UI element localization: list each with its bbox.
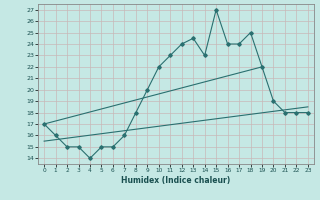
X-axis label: Humidex (Indice chaleur): Humidex (Indice chaleur) xyxy=(121,176,231,185)
